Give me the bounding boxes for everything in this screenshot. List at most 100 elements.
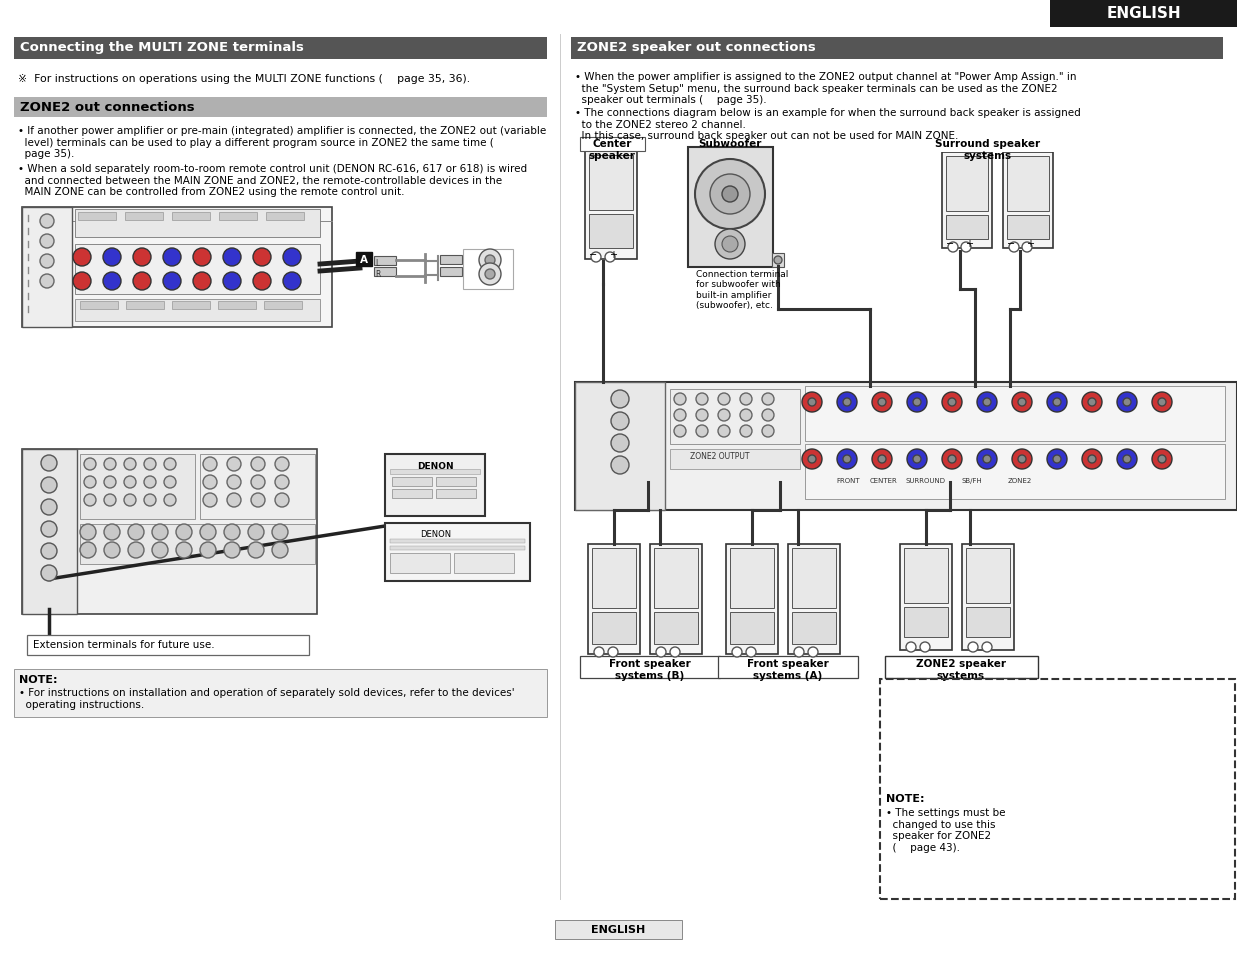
Circle shape	[717, 410, 730, 421]
Circle shape	[842, 456, 851, 463]
Circle shape	[983, 398, 991, 407]
Circle shape	[165, 458, 176, 471]
Bar	[435, 477, 476, 486]
Circle shape	[670, 647, 680, 658]
Circle shape	[134, 273, 151, 291]
Bar	[392, 477, 432, 486]
Circle shape	[152, 542, 168, 558]
Text: ※  For instructions on operations using the MULTI ZONE functions (  page 35, 36): ※ For instructions on operations using t…	[19, 74, 470, 84]
Text: ENGLISH: ENGLISH	[591, 924, 646, 934]
Text: ENGLISH: ENGLISH	[1106, 6, 1181, 20]
Circle shape	[977, 393, 997, 413]
Circle shape	[127, 524, 143, 540]
Bar	[946, 215, 988, 240]
Circle shape	[611, 391, 628, 409]
Circle shape	[1047, 393, 1068, 413]
Circle shape	[696, 394, 708, 406]
Circle shape	[1089, 456, 1096, 463]
Circle shape	[124, 476, 136, 489]
Bar	[266, 213, 304, 221]
Circle shape	[1012, 393, 1032, 413]
Bar	[22, 450, 317, 615]
Text: ZONE2 OUTPUT: ZONE2 OUTPUT	[690, 452, 750, 460]
Bar	[392, 490, 432, 498]
Circle shape	[479, 250, 501, 272]
Bar	[454, 554, 515, 574]
Circle shape	[193, 249, 212, 267]
Circle shape	[762, 394, 774, 406]
Bar	[805, 387, 1225, 441]
Text: • When the power amplifier is assigned to the ZONE2 output channel at "Power Amp: • When the power amplifier is assigned t…	[575, 71, 1076, 105]
Circle shape	[1012, 450, 1032, 470]
Circle shape	[696, 426, 708, 437]
Bar	[390, 470, 480, 475]
Text: ZONE2: ZONE2	[1008, 477, 1032, 483]
Bar	[14, 669, 547, 718]
Circle shape	[977, 450, 997, 470]
Circle shape	[283, 273, 301, 291]
Circle shape	[228, 476, 241, 490]
Circle shape	[878, 398, 886, 407]
Circle shape	[611, 456, 628, 475]
Circle shape	[1158, 398, 1166, 407]
Text: +: +	[1025, 239, 1034, 249]
Circle shape	[762, 426, 774, 437]
Text: SURROUND: SURROUND	[905, 477, 945, 483]
Bar	[962, 544, 1014, 650]
Circle shape	[656, 647, 666, 658]
Text: +: +	[965, 239, 974, 249]
Circle shape	[254, 249, 271, 267]
Bar	[356, 253, 372, 267]
Bar	[219, 213, 257, 221]
Circle shape	[948, 456, 956, 463]
Circle shape	[80, 524, 96, 540]
Circle shape	[41, 477, 57, 494]
Circle shape	[594, 647, 604, 658]
Circle shape	[84, 495, 96, 506]
Bar	[126, 302, 165, 310]
Text: Subwoofer: Subwoofer	[699, 139, 762, 149]
Circle shape	[969, 642, 978, 652]
Bar	[374, 268, 396, 276]
Bar	[435, 490, 476, 498]
Circle shape	[837, 450, 857, 470]
Circle shape	[1089, 398, 1096, 407]
Text: −: −	[589, 250, 597, 260]
Bar	[940, 138, 1060, 152]
Text: NOTE:: NOTE:	[19, 675, 57, 684]
Circle shape	[943, 450, 962, 470]
Circle shape	[774, 256, 782, 265]
Bar	[390, 546, 524, 551]
Circle shape	[485, 255, 495, 266]
Circle shape	[127, 542, 143, 558]
Bar	[943, 152, 992, 249]
Circle shape	[1022, 243, 1032, 253]
Bar	[385, 523, 529, 581]
Text: −: −	[1007, 239, 1016, 249]
Circle shape	[1053, 398, 1061, 407]
Circle shape	[717, 426, 730, 437]
Bar	[904, 607, 948, 638]
Circle shape	[674, 394, 687, 406]
Circle shape	[176, 524, 192, 540]
Circle shape	[842, 398, 851, 407]
Circle shape	[224, 542, 240, 558]
Circle shape	[40, 254, 54, 269]
Bar	[788, 544, 840, 655]
Text: • When a sold separately room-to-room remote control unit (DENON RC-616, 617 or : • When a sold separately room-to-room re…	[19, 164, 527, 197]
Circle shape	[808, 647, 818, 658]
Circle shape	[1053, 456, 1061, 463]
Circle shape	[163, 249, 181, 267]
Text: ZONE2 speaker
systems: ZONE2 speaker systems	[917, 659, 1006, 679]
Circle shape	[762, 410, 774, 421]
Circle shape	[695, 160, 764, 230]
Circle shape	[251, 476, 265, 490]
Circle shape	[746, 647, 756, 658]
Circle shape	[124, 458, 136, 471]
Bar	[730, 548, 774, 608]
Text: ZONE2 out connections: ZONE2 out connections	[20, 101, 194, 113]
Circle shape	[1047, 450, 1068, 470]
Bar	[593, 613, 636, 644]
Circle shape	[722, 236, 738, 253]
Circle shape	[907, 450, 927, 470]
